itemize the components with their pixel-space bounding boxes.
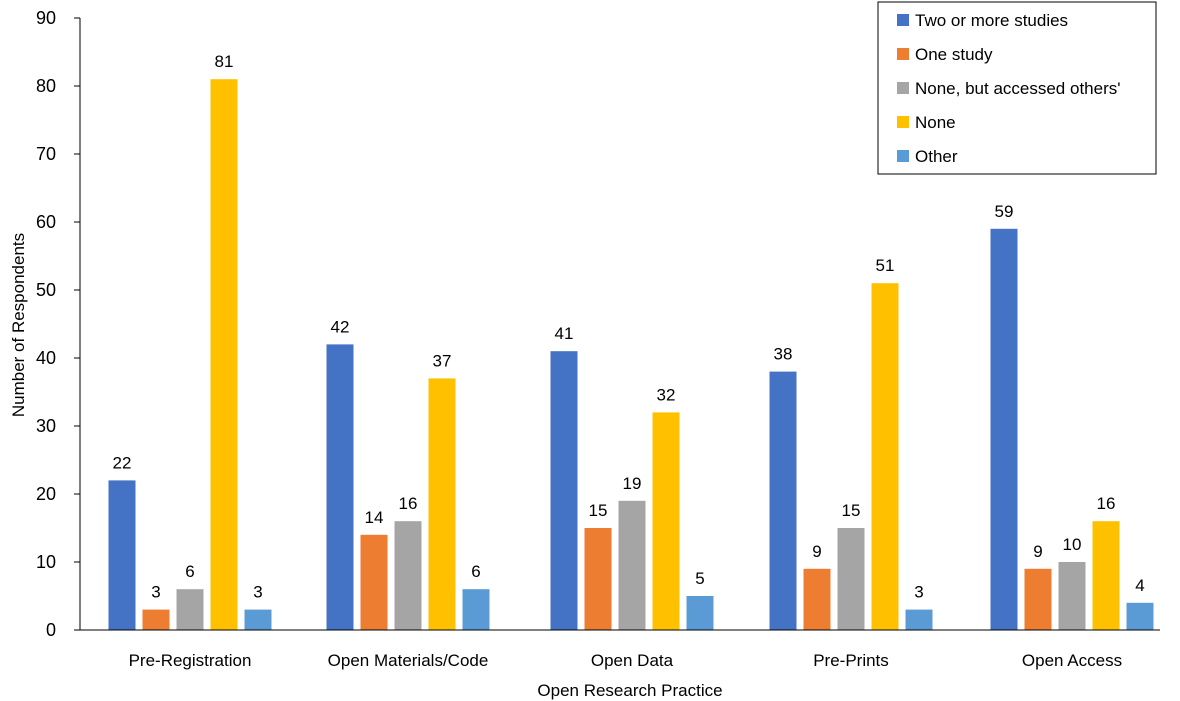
bar xyxy=(990,228,1018,631)
data-label: 14 xyxy=(365,508,384,527)
data-label: 6 xyxy=(471,562,480,581)
y-tick-label: 20 xyxy=(36,484,56,504)
bar xyxy=(108,480,136,630)
data-label: 41 xyxy=(555,324,574,343)
data-label: 51 xyxy=(876,256,895,275)
x-category-label: Open Data xyxy=(591,651,674,670)
bar xyxy=(142,609,170,630)
bar xyxy=(1058,562,1086,630)
x-category-label: Open Materials/Code xyxy=(328,651,489,670)
bar xyxy=(1092,521,1120,630)
data-label: 6 xyxy=(185,562,194,581)
bar xyxy=(428,378,456,630)
y-tick-label: 50 xyxy=(36,280,56,300)
data-label: 3 xyxy=(914,583,923,602)
bar xyxy=(360,534,388,630)
y-tick-label: 40 xyxy=(36,348,56,368)
bar xyxy=(905,609,933,630)
bar xyxy=(652,412,680,630)
y-tick-label: 90 xyxy=(36,8,56,28)
data-label: 42 xyxy=(331,317,350,336)
bar xyxy=(462,589,490,630)
data-label: 81 xyxy=(215,52,234,71)
y-axis-title: Number of Respondents xyxy=(9,233,28,417)
data-label: 16 xyxy=(399,494,418,513)
data-label: 19 xyxy=(623,474,642,493)
y-axis: 0 10 20 30 40 50 60 70 80 90 xyxy=(36,8,81,640)
legend-entry: Other xyxy=(915,147,958,166)
legend-entry: Two or more studies xyxy=(915,11,1068,30)
data-label: 3 xyxy=(151,583,160,602)
x-axis-title: Open Research Practice xyxy=(537,681,722,700)
data-label: 4 xyxy=(1135,576,1144,595)
x-category-label: Pre-Registration xyxy=(129,651,252,670)
bar xyxy=(837,528,865,630)
data-label: 9 xyxy=(812,542,821,561)
y-tick-label: 30 xyxy=(36,416,56,436)
legend: Two or more studies One study None, but ac… xyxy=(877,1,1157,175)
legend-swatch xyxy=(897,150,909,162)
bar xyxy=(618,500,646,630)
legend-swatch xyxy=(897,82,909,94)
bar xyxy=(210,79,238,630)
data-label: 37 xyxy=(433,351,452,370)
data-label: 32 xyxy=(657,385,676,404)
legend-swatch xyxy=(897,14,909,26)
bar xyxy=(803,568,831,630)
bar xyxy=(326,344,354,630)
legend-entry: None xyxy=(915,113,956,132)
data-label: 16 xyxy=(1097,494,1116,513)
data-label: 15 xyxy=(842,501,861,520)
legend-entry: One study xyxy=(915,45,993,64)
y-tick-label: 0 xyxy=(46,620,56,640)
bar xyxy=(244,609,272,630)
data-label: 59 xyxy=(995,202,1014,221)
data-label: 9 xyxy=(1033,542,1042,561)
bars: 22 42 41 38 59 3 14 15 9 9 6 16 19 15 10 81 37 32 51 16 3 6 5 3… xyxy=(108,52,1154,631)
bar xyxy=(1126,602,1154,630)
bar xyxy=(1024,568,1052,630)
x-axis: Pre-Registration Open Materials/Code Open … xyxy=(80,629,1160,670)
data-label: 15 xyxy=(589,501,608,520)
data-label: 38 xyxy=(774,345,793,364)
bar xyxy=(176,589,204,630)
bar xyxy=(394,521,422,630)
y-tick-label: 70 xyxy=(36,144,56,164)
legend-swatch xyxy=(897,48,909,60)
y-tick-label: 10 xyxy=(36,552,56,572)
bar xyxy=(686,596,714,630)
x-category-label: Open Access xyxy=(1022,651,1122,670)
bar xyxy=(871,283,899,630)
legend-box xyxy=(877,1,1157,175)
bar xyxy=(769,371,797,630)
x-category-label: Pre-Prints xyxy=(813,651,889,670)
bar xyxy=(550,351,578,630)
legend-swatch xyxy=(897,116,909,128)
legend-entry: None, but accessed others' xyxy=(915,79,1120,98)
data-label: 22 xyxy=(113,453,132,472)
data-label: 10 xyxy=(1063,535,1082,554)
y-tick-label: 80 xyxy=(36,76,56,96)
y-tick-label: 60 xyxy=(36,212,56,232)
bar xyxy=(584,528,612,630)
data-label: 3 xyxy=(253,583,262,602)
data-label: 5 xyxy=(695,569,704,588)
